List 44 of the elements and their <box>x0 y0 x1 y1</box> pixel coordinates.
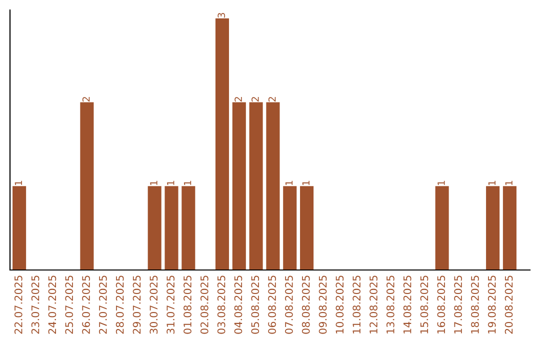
data-label: 1 <box>167 180 174 186</box>
data-label: 1 <box>285 180 293 186</box>
x-tick-label: 19.08.2025 <box>488 276 496 334</box>
data-label: 2 <box>82 97 90 102</box>
data-label: 1 <box>302 180 310 186</box>
x-tick-label: 22.07.2025 <box>14 276 22 334</box>
x-tick-label: 11.08.2025 <box>352 276 361 334</box>
data-label: 2 <box>252 97 259 102</box>
x-tick-label: 28.07.2025 <box>116 276 124 334</box>
x-tick-label: 10.08.2025 <box>336 276 344 334</box>
x-tick-label: 27.07.2025 <box>98 276 107 334</box>
x-tick-label: 14.08.2025 <box>403 276 412 334</box>
data-label: 1 <box>488 180 496 186</box>
data-label: 1 <box>505 180 512 186</box>
data-label: 2 <box>234 97 242 102</box>
x-tick-label: 07.08.2025 <box>285 276 293 334</box>
x-tick-label: 08.08.2025 <box>302 276 310 334</box>
x-tick-label: 06.08.2025 <box>268 276 276 334</box>
x-tick-label: 16.08.2025 <box>437 276 446 334</box>
x-tick-label: 31.07.2025 <box>166 276 175 334</box>
x-tick-label: 17.08.2025 <box>454 276 462 334</box>
x-tick-label: 05.08.2025 <box>251 276 260 334</box>
data-label: 1 <box>14 180 22 186</box>
x-tick-label: 03.08.2025 <box>217 276 226 334</box>
x-tick-label: 25.07.2025 <box>65 276 74 334</box>
x-tick-label: 18.08.2025 <box>471 276 479 334</box>
data-label: 3 <box>218 12 226 18</box>
x-tick-label: 12.08.2025 <box>370 276 378 334</box>
x-tick-label: 09.08.2025 <box>318 276 327 334</box>
data-label: 2 <box>268 97 276 102</box>
x-tick-label: 04.08.2025 <box>234 276 242 334</box>
x-tick-label: 24.07.2025 <box>48 276 56 334</box>
x-tick-label: 30.07.2025 <box>150 276 158 334</box>
x-tick-label: 23.07.2025 <box>31 276 40 334</box>
x-tick-label: 29.07.2025 <box>132 276 141 334</box>
x-tick-label: 01.08.2025 <box>184 276 192 334</box>
x-tick-label: 26.07.2025 <box>82 276 90 334</box>
x-tick-label: 20.08.2025 <box>504 276 513 334</box>
x-tick-label: 13.08.2025 <box>386 276 394 334</box>
data-label: 1 <box>150 180 158 186</box>
data-label: 1 <box>438 180 445 186</box>
x-tick-label: 15.08.2025 <box>420 276 428 334</box>
data-label: 1 <box>184 180 192 186</box>
x-tick-label: 02.08.2025 <box>200 276 208 334</box>
